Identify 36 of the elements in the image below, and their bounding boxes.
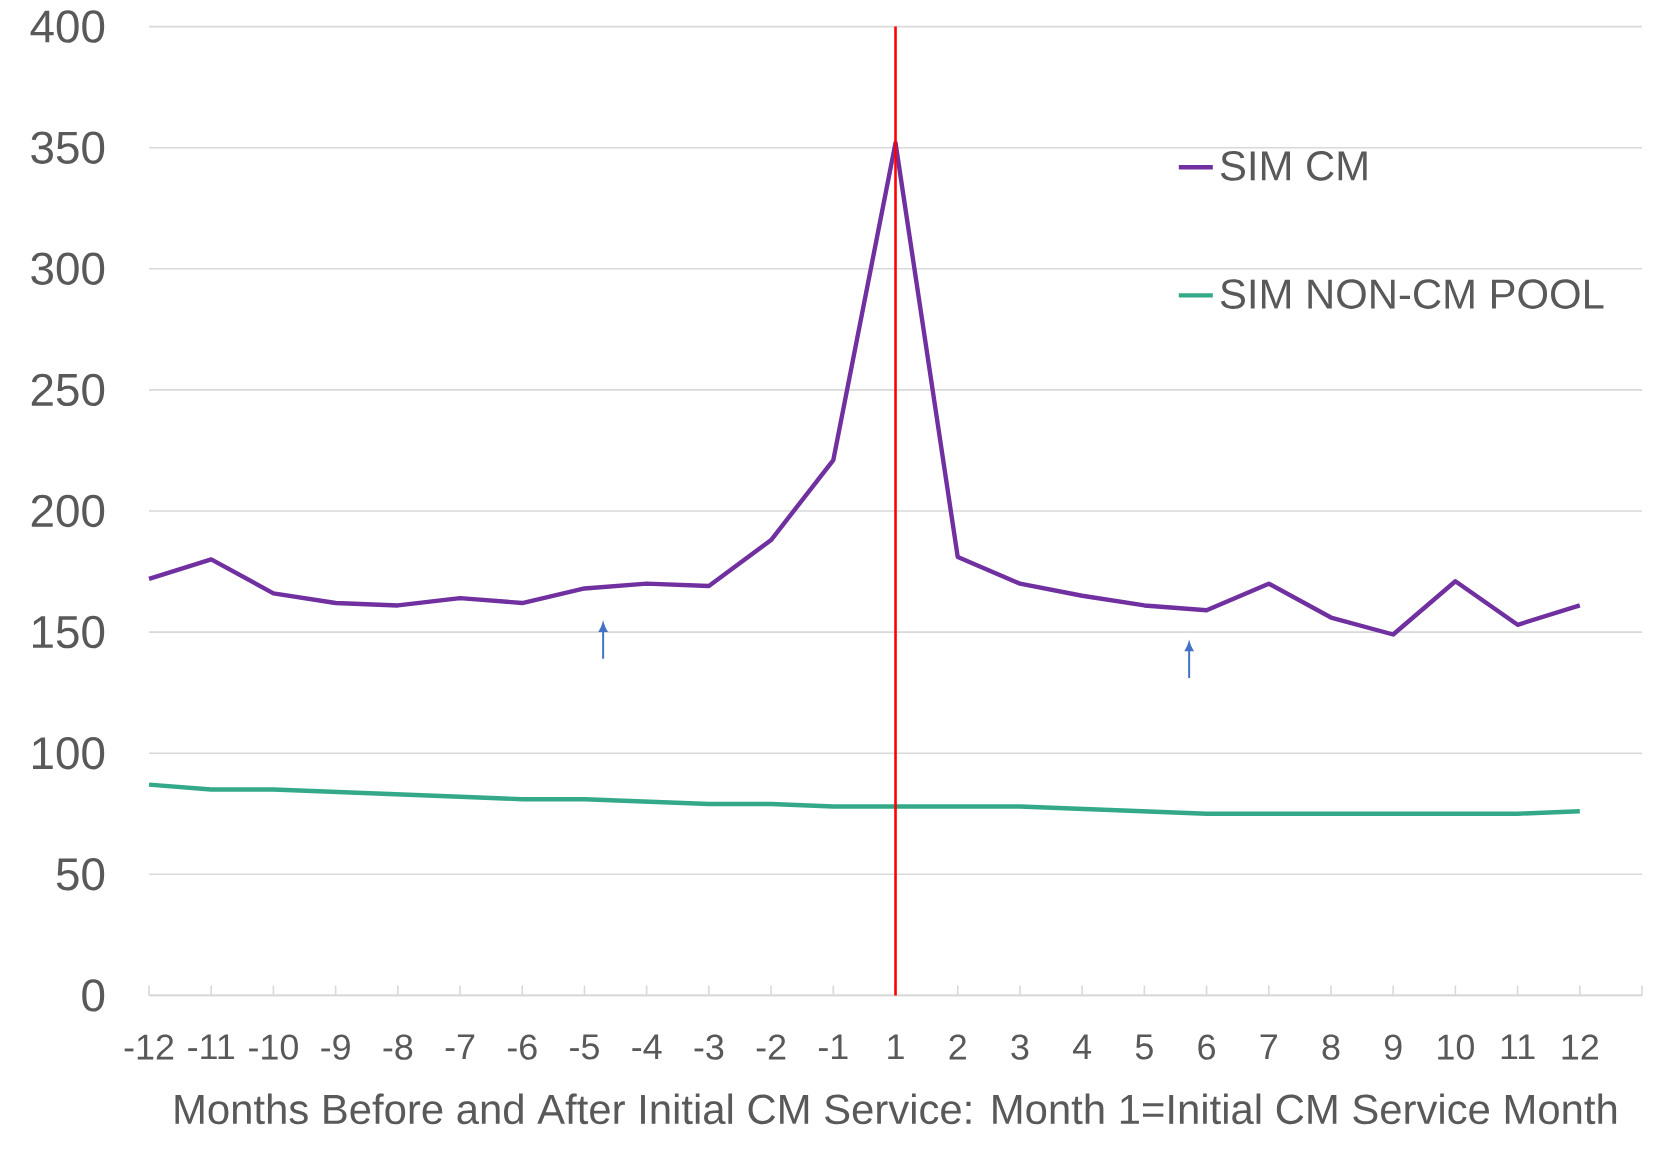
x-tick-label: 7 (1260, 1034, 1277, 1060)
x-tick-label: 6 (1198, 1034, 1215, 1060)
x-tick-label: 3 (1011, 1034, 1029, 1060)
x-tick-label: 10 (1438, 1034, 1474, 1060)
y-tick-label: 100 (33, 736, 105, 770)
x-tick-label: 5 (1135, 1034, 1153, 1060)
y-tick-label: 0 (82, 979, 105, 1012)
x-tick-label: 9 (1384, 1034, 1402, 1060)
x-tick-label: -8 (383, 1034, 413, 1060)
y-tick-label: 300 (31, 252, 105, 285)
x-tick-label: -1 (818, 1034, 848, 1060)
legend-label: SIM CM (1220, 151, 1367, 181)
x-tick-label: 2 (949, 1034, 966, 1060)
x-tick-label: 11 (1501, 1034, 1535, 1060)
x-tick-label: -7 (445, 1034, 475, 1060)
y-tick-label: 350 (31, 131, 105, 164)
y-tick-label: 150 (33, 615, 105, 649)
x-tick-label: 4 (1072, 1034, 1092, 1060)
x-axis-title: Months Before and After Initial CM Service: Month 1=Initial CM Service Month (175, 1093, 1617, 1125)
x-tick-label: 8 (1322, 1034, 1340, 1060)
x-tick-label: -4 (632, 1034, 662, 1060)
y-tick-label: 250 (31, 373, 105, 407)
y-tick-label: 400 (30, 10, 105, 43)
x-tick-label: -5 (570, 1034, 599, 1060)
x-tick-label: 1 (888, 1034, 904, 1060)
x-tick-label: -11 (188, 1034, 235, 1060)
legend-label: SIM NON-CM POOL (1220, 279, 1604, 309)
y-tick-label: 200 (31, 494, 105, 528)
x-tick-label: -3 (694, 1034, 724, 1060)
x-tick-label: -10 (249, 1034, 298, 1060)
x-tick-label: -2 (756, 1034, 786, 1060)
x-tick-label: -12 (124, 1034, 174, 1060)
y-tick-label: 50 (56, 858, 105, 891)
x-tick-label: 12 (1562, 1034, 1598, 1060)
x-tick-label: -9 (321, 1034, 350, 1060)
x-tick-label: -6 (507, 1034, 537, 1060)
